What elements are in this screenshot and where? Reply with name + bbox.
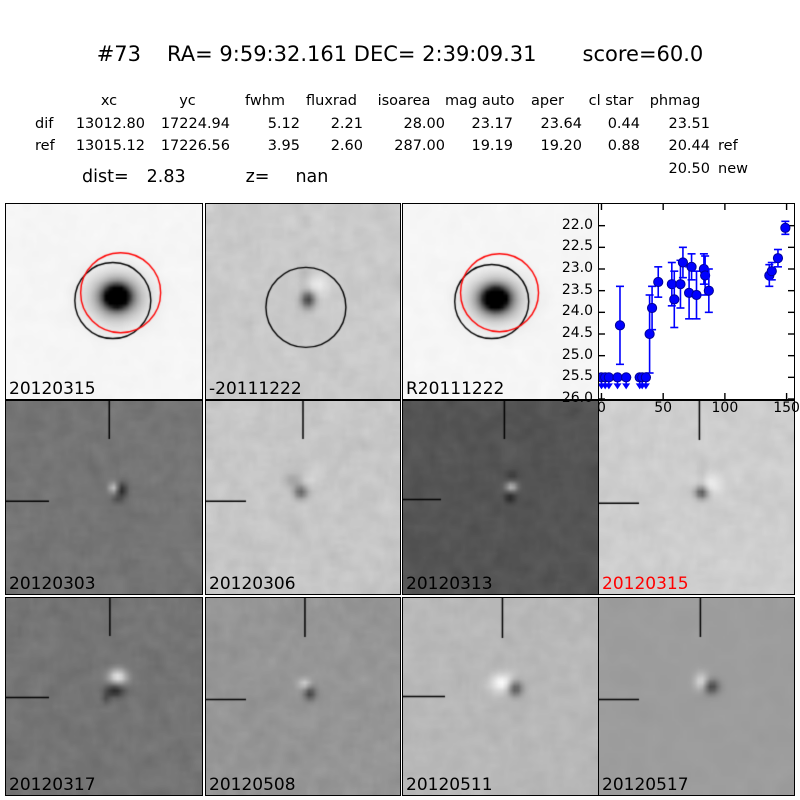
cell-yc: 17224.94	[160, 115, 230, 132]
cell-cl-star	[582, 158, 640, 181]
photometry-table: xc yc fwhm fluxrad isoarea mag auto aper…	[35, 90, 770, 180]
cutout-date-label: 20120517	[602, 775, 689, 796]
cutout-panel-new: 20120315	[5, 203, 203, 400]
light-curve-plot	[599, 204, 794, 399]
cutout-date-label: 20120315	[9, 379, 96, 400]
cell-yc: 17226.56	[160, 138, 230, 154]
dist-label: dist=	[82, 167, 129, 187]
cell-xc: 13012.80	[75, 115, 145, 132]
cutout-panel-epoch: 20120508	[205, 597, 401, 796]
header-fluxrad: fluxrad	[306, 93, 357, 109]
header-spacer	[35, 90, 73, 113]
cutout-date-label: R20111222	[406, 379, 505, 400]
cutout-panel-reference: R20111222	[402, 203, 599, 400]
redshift-value: nan	[295, 167, 329, 187]
cutout-panel-epoch-current: 20120315	[598, 400, 795, 595]
cutout-image	[6, 401, 202, 594]
cell-phmag: 20.50	[668, 160, 710, 177]
cell-aper: 23.64	[540, 115, 582, 132]
cell-suffix	[710, 113, 770, 136]
cell-isoarea: 28.00	[403, 115, 445, 132]
cutout-panel-epoch: 20120303	[5, 400, 203, 595]
cutout-panel-epoch: 20120511	[402, 597, 599, 796]
cutout-panel-subtraction: -20111222	[205, 203, 401, 400]
cutout-date-label: 20120306	[209, 574, 296, 595]
header-isoarea: isoarea	[377, 93, 431, 109]
dist-redshift-line: dist= 2.83 z= nan	[82, 167, 328, 187]
cutout-date-label: -20111222	[209, 379, 302, 400]
cell-fwhm: 5.12	[267, 115, 300, 132]
candidate-coordinates: RA= 9:59:32.161 DEC= 2:39:09.31	[167, 42, 537, 66]
cell-cl-star: 0.44	[607, 115, 640, 132]
cell-mag-auto: 19.19	[471, 138, 513, 154]
cell-fluxrad: 2.60	[330, 138, 363, 154]
cutout-image	[6, 204, 202, 399]
row-label: dif	[35, 115, 54, 132]
cell-phmag: 23.51	[668, 115, 710, 132]
cell-isoarea	[363, 158, 445, 181]
cutout-image	[599, 598, 794, 795]
cutout-date-label: 20120317	[9, 775, 96, 796]
cutout-image	[403, 401, 598, 594]
cutout-date-label: 20120508	[209, 775, 296, 796]
cell-aper	[513, 158, 582, 181]
cutout-date-label: 20120313	[406, 574, 493, 595]
header-cl-star: cl star	[588, 93, 634, 109]
cell-aper: 19.20	[540, 138, 582, 154]
cutout-image	[206, 598, 400, 795]
light-curve-panel	[598, 203, 795, 400]
cell-suffix: new	[718, 160, 748, 177]
cutout-image	[6, 598, 202, 795]
cutout-image	[206, 204, 400, 399]
row-label: ref	[35, 138, 55, 154]
cell-xc: 13015.12	[75, 138, 145, 154]
cutout-date-label: 20120303	[9, 574, 96, 595]
header-aper: aper	[531, 93, 564, 109]
cutout-panel-epoch: 20120313	[402, 400, 599, 595]
header-yc: yc	[179, 93, 196, 109]
photometry-row-ref: ref 13015.12 17226.56 3.95 2.60 287.00 1…	[35, 135, 770, 158]
cutout-image	[403, 204, 598, 399]
cell-mag-auto	[445, 158, 513, 181]
cell-fwhm: 3.95	[267, 138, 300, 154]
row-label	[35, 158, 73, 181]
cutout-image	[206, 401, 400, 594]
dist-value: 2.83	[146, 167, 186, 187]
cutout-date-label: 20120315	[602, 574, 689, 595]
cell-mag-auto: 23.17	[471, 115, 513, 132]
cutout-panel-epoch: 20120306	[205, 400, 401, 595]
cutout-panel-epoch: 20120317	[5, 597, 203, 796]
cell-isoarea: 287.00	[394, 138, 445, 154]
candidate-score: score=60.0	[582, 42, 704, 66]
cutout-panel-epoch: 20120517	[598, 597, 795, 796]
cell-fluxrad: 2.21	[330, 115, 363, 132]
header-phmag: phmag	[649, 93, 701, 109]
cell-cl-star: 0.88	[607, 138, 640, 154]
cell-suffix: ref	[718, 138, 738, 154]
header-xc: xc	[100, 93, 118, 109]
cutout-date-label: 20120511	[406, 775, 493, 796]
title-bar: #73 RA= 9:59:32.161 DEC= 2:39:09.31 scor…	[0, 42, 800, 66]
photometry-row-dif: dif 13012.80 17224.94 5.12 2.21 28.00 23…	[35, 113, 770, 136]
cutout-image	[599, 401, 794, 594]
header-mag-auto: mag auto	[445, 93, 515, 109]
redshift-label: z=	[245, 167, 270, 187]
header-fwhm: fwhm	[244, 93, 286, 109]
photometry-header-row: xc yc fwhm fluxrad isoarea mag auto aper…	[35, 90, 770, 113]
candidate-id: #73	[96, 42, 142, 66]
cutout-image	[403, 598, 598, 795]
cell-phmag: 20.44	[668, 138, 710, 154]
photometry-row-new-phmag: 20.50 new	[35, 158, 770, 181]
